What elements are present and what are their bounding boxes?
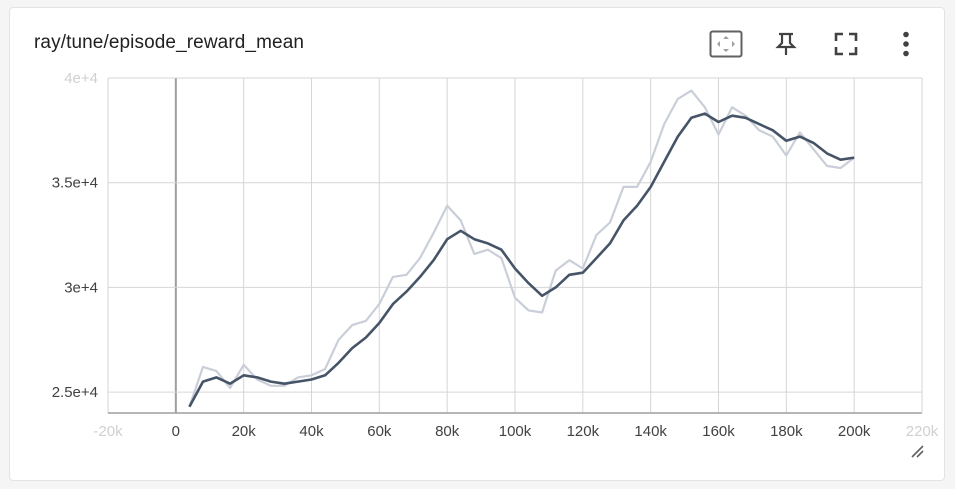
fit-domain-button[interactable] bbox=[708, 26, 744, 62]
raw-series-line bbox=[188, 89, 855, 408]
x-tick-label: 180k bbox=[770, 423, 803, 440]
x-tick-label: 40k bbox=[299, 423, 324, 440]
more-options-button[interactable] bbox=[888, 26, 924, 62]
pin-icon bbox=[775, 32, 797, 55]
card-toolbar bbox=[708, 26, 926, 62]
x-tick-label: 140k bbox=[634, 423, 667, 440]
x-tick-label: 200k bbox=[838, 423, 871, 440]
line-chart[interactable]: -20k 0 20k 40k 60k 80k 100k 120k 140k 160k 180k 200… bbox=[10, 8, 946, 482]
x-tick-label: 100k bbox=[499, 423, 532, 440]
smoothed-series-line bbox=[188, 112, 855, 408]
pin-button[interactable] bbox=[768, 26, 804, 62]
x-tick-label: 80k bbox=[435, 423, 460, 440]
resize-handle-icon[interactable] bbox=[910, 444, 924, 458]
fit-to-data-icon bbox=[709, 30, 743, 58]
x-tick-label: 60k bbox=[367, 423, 392, 440]
y-tick-label: 3.5e+4 bbox=[52, 175, 98, 192]
x-tick-label: 0 bbox=[172, 423, 180, 440]
more-vert-icon bbox=[903, 31, 909, 57]
x-tick-label: 220k bbox=[906, 423, 939, 440]
x-tick-label: -20k bbox=[93, 423, 123, 440]
card-title: ray/tune/episode_reward_mean bbox=[34, 32, 305, 53]
y-tick-label: 2.5e+4 bbox=[52, 384, 98, 401]
y-tick-label: 4e+4 bbox=[64, 70, 98, 87]
fullscreen-button[interactable] bbox=[828, 26, 864, 62]
x-tick-label: 20k bbox=[232, 423, 257, 440]
x-tick-label: 160k bbox=[702, 423, 735, 440]
y-tick-label: 3e+4 bbox=[64, 279, 98, 296]
x-tick-label: 120k bbox=[567, 423, 600, 440]
scalar-card: ray/tune/episode_reward_mean -2 bbox=[9, 7, 945, 481]
fullscreen-icon bbox=[834, 32, 858, 56]
